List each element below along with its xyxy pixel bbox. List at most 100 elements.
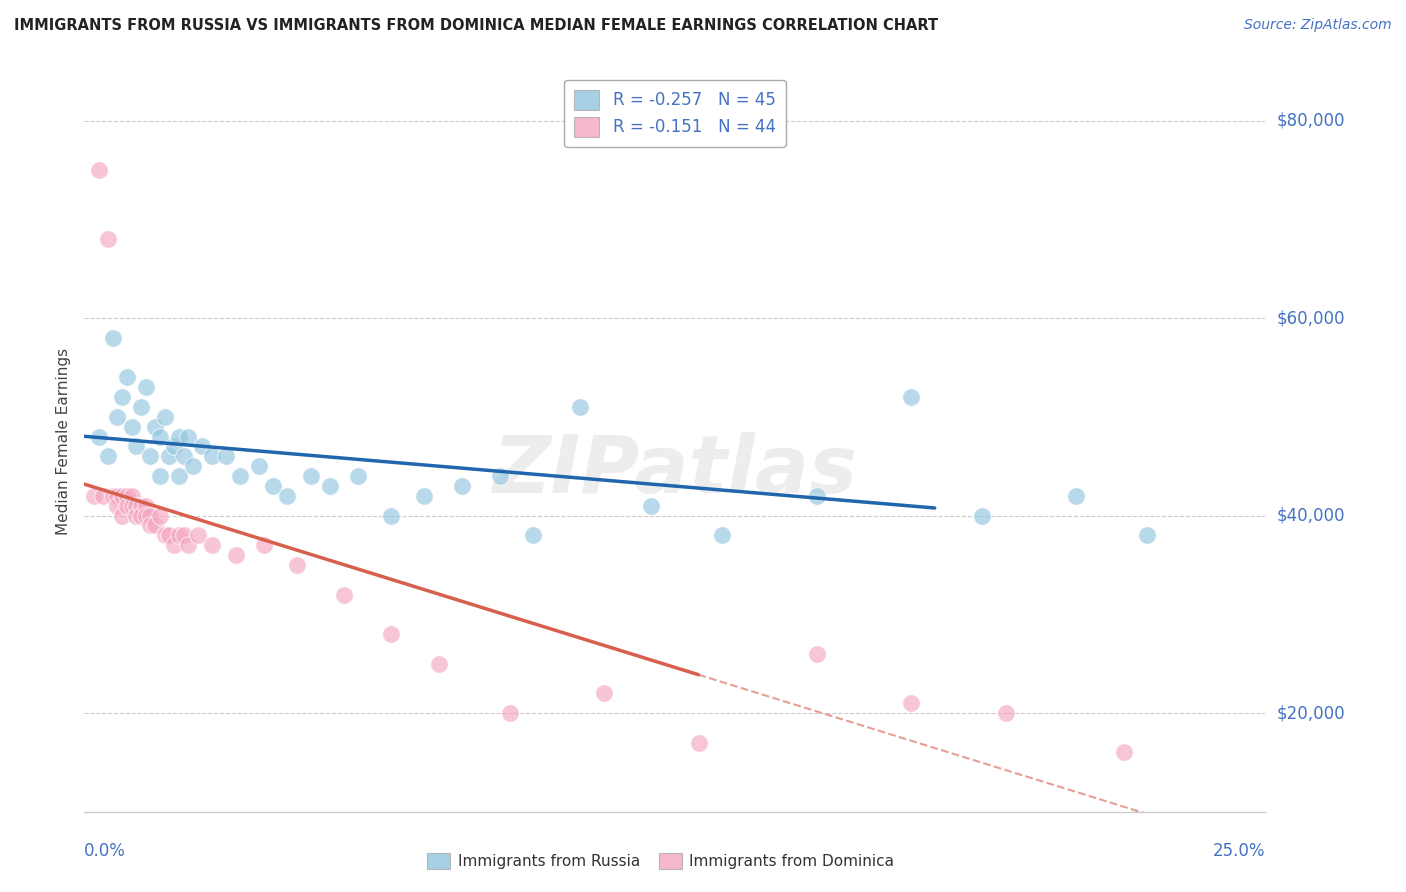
Point	[135, 380, 157, 394]
Text: ZIPatlas: ZIPatlas	[492, 432, 858, 510]
Text: $80,000: $80,000	[1277, 112, 1346, 129]
Point	[201, 538, 224, 552]
Point	[167, 429, 190, 443]
Text: 0.0%: 0.0%	[84, 842, 127, 860]
Point	[900, 390, 922, 404]
Point	[87, 163, 110, 178]
Point	[125, 440, 148, 454]
Point	[347, 469, 370, 483]
Point	[167, 528, 190, 542]
Point	[177, 538, 200, 552]
Point	[173, 450, 195, 464]
Point	[640, 499, 662, 513]
Text: $60,000: $60,000	[1277, 310, 1346, 327]
Point	[125, 508, 148, 523]
Point	[87, 429, 110, 443]
Point	[413, 489, 436, 503]
Point	[157, 450, 180, 464]
Point	[111, 489, 134, 503]
Point	[319, 479, 342, 493]
Point	[201, 450, 224, 464]
Point	[115, 370, 138, 384]
Point	[181, 459, 204, 474]
Text: Source: ZipAtlas.com: Source: ZipAtlas.com	[1244, 18, 1392, 32]
Point	[1112, 746, 1135, 760]
Point	[139, 518, 162, 533]
Text: $40,000: $40,000	[1277, 507, 1346, 524]
Point	[135, 508, 157, 523]
Point	[187, 528, 209, 542]
Point	[247, 459, 270, 474]
Point	[900, 696, 922, 710]
Point	[83, 489, 105, 503]
Point	[167, 469, 190, 483]
Point	[994, 706, 1017, 720]
Point	[253, 538, 276, 552]
Point	[115, 499, 138, 513]
Point	[276, 489, 298, 503]
Text: IMMIGRANTS FROM RUSSIA VS IMMIGRANTS FROM DOMINICA MEDIAN FEMALE EARNINGS CORREL: IMMIGRANTS FROM RUSSIA VS IMMIGRANTS FRO…	[14, 18, 938, 33]
Point	[380, 508, 402, 523]
Point	[163, 538, 186, 552]
Point	[1136, 528, 1159, 542]
Point	[121, 489, 143, 503]
Legend: Immigrants from Russia, Immigrants from Dominica: Immigrants from Russia, Immigrants from …	[422, 847, 900, 875]
Point	[143, 419, 166, 434]
Point	[489, 469, 512, 483]
Point	[91, 489, 114, 503]
Point	[143, 518, 166, 533]
Legend: R = -0.257   N = 45, R = -0.151   N = 44: R = -0.257 N = 45, R = -0.151 N = 44	[564, 79, 786, 147]
Point	[191, 440, 214, 454]
Point	[111, 390, 134, 404]
Point	[970, 508, 993, 523]
Point	[107, 499, 129, 513]
Point	[299, 469, 322, 483]
Point	[139, 508, 162, 523]
Point	[135, 499, 157, 513]
Point	[1066, 489, 1088, 503]
Point	[177, 429, 200, 443]
Y-axis label: Median Female Earnings: Median Female Earnings	[56, 348, 72, 535]
Point	[129, 400, 152, 414]
Point	[711, 528, 734, 542]
Point	[139, 450, 162, 464]
Point	[153, 409, 176, 424]
Point	[125, 499, 148, 513]
Point	[285, 558, 308, 572]
Point	[333, 588, 356, 602]
Point	[380, 627, 402, 641]
Point	[153, 528, 176, 542]
Point	[157, 528, 180, 542]
Point	[163, 440, 186, 454]
Point	[149, 469, 172, 483]
Point	[107, 489, 129, 503]
Point	[97, 232, 120, 246]
Point	[451, 479, 474, 493]
Point	[806, 489, 828, 503]
Point	[111, 508, 134, 523]
Point	[427, 657, 450, 671]
Text: 25.0%: 25.0%	[1213, 842, 1265, 860]
Point	[215, 450, 238, 464]
Point	[107, 409, 129, 424]
Point	[149, 508, 172, 523]
Point	[115, 489, 138, 503]
Point	[498, 706, 520, 720]
Point	[173, 528, 195, 542]
Point	[121, 419, 143, 434]
Point	[688, 736, 710, 750]
Point	[121, 499, 143, 513]
Point	[569, 400, 592, 414]
Point	[101, 331, 124, 345]
Point	[262, 479, 284, 493]
Point	[225, 548, 247, 562]
Point	[522, 528, 544, 542]
Point	[101, 489, 124, 503]
Point	[149, 429, 172, 443]
Text: $20,000: $20,000	[1277, 704, 1346, 722]
Point	[97, 450, 120, 464]
Point	[806, 647, 828, 661]
Point	[129, 499, 152, 513]
Point	[593, 686, 616, 700]
Point	[129, 508, 152, 523]
